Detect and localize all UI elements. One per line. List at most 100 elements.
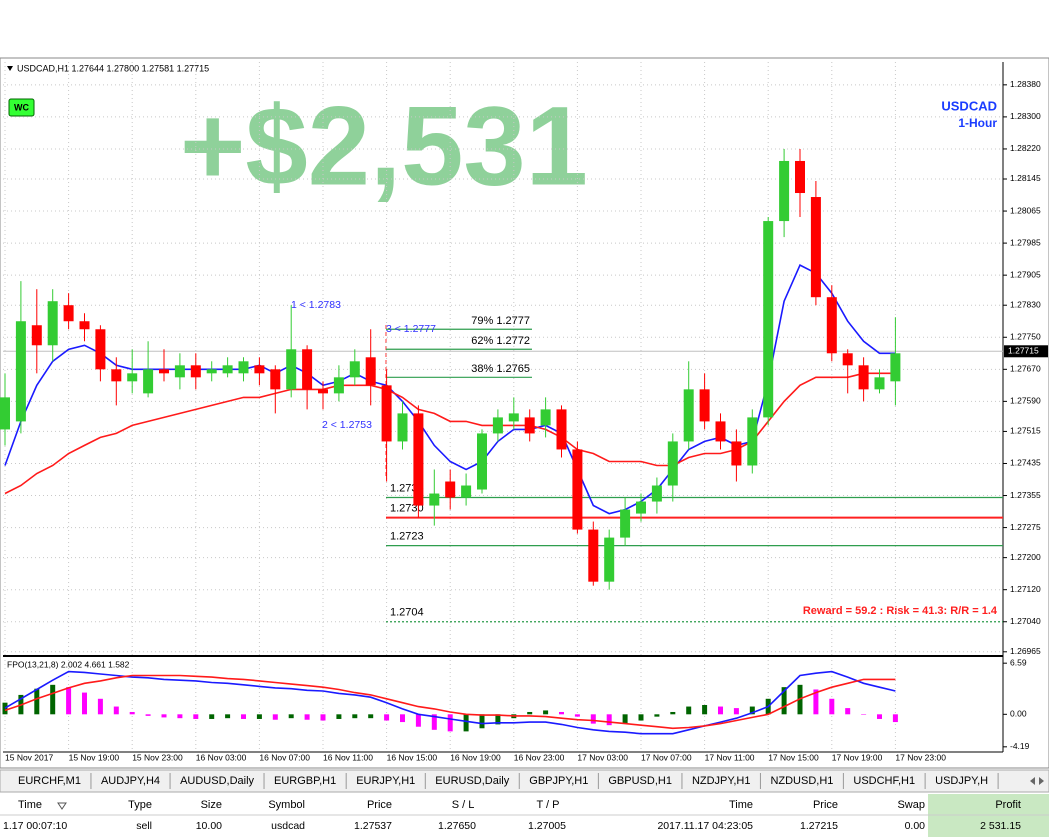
x-tick-label: 17 Nov 19:00 — [832, 752, 883, 762]
histogram-bar — [82, 692, 87, 715]
candle-body — [874, 377, 885, 390]
candle-body — [556, 409, 567, 450]
histogram-bar — [256, 714, 262, 719]
candle-body — [810, 197, 821, 298]
histogram-bar — [161, 714, 167, 718]
candle-body — [31, 325, 42, 346]
tab[interactable]: AUDJPY,H4 — [101, 775, 160, 787]
x-tick-label: 16 Nov 07:00 — [259, 752, 310, 762]
candle-body — [381, 385, 392, 442]
histogram-bar — [590, 714, 596, 724]
candle-body — [858, 365, 869, 390]
y-tick-label: 1.27435 — [1010, 458, 1041, 468]
x-tick-label: 15 Nov 2017 — [5, 752, 53, 762]
table-header: S / L — [452, 799, 475, 811]
menu-arrow[interactable] — [7, 66, 13, 71]
histogram-bar — [733, 708, 739, 715]
tab[interactable]: USDJPY,H — [935, 775, 988, 787]
y-tick-label: 0.00 — [1010, 709, 1027, 719]
tab-scroll[interactable] — [1039, 777, 1044, 785]
tab[interactable]: EURCHF,M1 — [18, 775, 81, 787]
profit-overlay: +$2,531 — [180, 84, 588, 209]
histogram-bar — [241, 714, 246, 719]
y-tick-label: 1.27750 — [1010, 332, 1041, 342]
tab-scroll[interactable] — [1030, 777, 1035, 785]
candle-body — [302, 349, 313, 390]
symbol-label: USDCAD — [941, 98, 997, 113]
histogram-bar — [415, 714, 421, 727]
candle-body — [715, 421, 726, 442]
table-cell: 2 531.15 — [980, 820, 1021, 832]
indicator-line — [4, 670, 896, 735]
candle-body — [492, 417, 503, 434]
x-tick-label: 17 Nov 11:00 — [705, 752, 755, 762]
candle-body — [111, 369, 122, 382]
x-tick-label: 16 Nov 19:00 — [450, 752, 501, 762]
candle-body — [572, 449, 583, 530]
table-header: Time — [729, 799, 753, 811]
y-tick-label: 1.27275 — [1010, 522, 1041, 532]
candle-body — [365, 357, 376, 386]
table-cell: 1.17 00:07:10 — [3, 820, 67, 832]
candle-body — [826, 297, 837, 354]
y-tick-label: 1.28065 — [1010, 205, 1041, 215]
table-cell: sell — [136, 820, 152, 832]
histogram-bar — [50, 684, 56, 715]
histogram-bar — [368, 714, 374, 719]
tab[interactable]: GBPJPY,H1 — [529, 775, 588, 787]
swing-label: 1 < 1.2783 — [291, 299, 341, 311]
candle-body — [445, 481, 456, 498]
histogram-bar — [145, 714, 151, 716]
histogram-bar — [892, 714, 898, 723]
indicator-line — [4, 264, 896, 515]
tab[interactable]: EURGBP,H1 — [274, 775, 336, 787]
tab[interactable]: GBPUSD,H1 — [608, 775, 672, 787]
histogram-bar — [225, 714, 231, 719]
tab[interactable]: NZDUSD,H1 — [770, 775, 833, 787]
chart-header: USDCAD,H1 1.27644 1.27800 1.27581 1.2771… — [17, 63, 209, 73]
y-tick-label: 1.27355 — [1010, 490, 1041, 500]
candle-body — [174, 365, 185, 378]
histogram-bar — [320, 714, 326, 721]
tab[interactable]: AUDUSD,Daily — [180, 775, 254, 787]
histogram-bar — [384, 714, 390, 721]
table-header: Type — [128, 799, 152, 811]
x-tick-label: 17 Nov 15:00 — [768, 752, 819, 762]
level-label: 1.2704 — [390, 607, 424, 619]
y-tick-label: 1.27120 — [1010, 584, 1041, 594]
timeframe-label: 1-Hour — [958, 116, 997, 130]
histogram-bar — [781, 687, 787, 715]
histogram-bar — [622, 714, 628, 724]
histogram-bar — [479, 714, 485, 729]
tab[interactable]: NZDJPY,H1 — [692, 775, 750, 787]
histogram-bar — [686, 706, 692, 715]
x-tick-label: 16 Nov 23:00 — [514, 752, 565, 762]
y-tick-label: 1.27200 — [1010, 552, 1041, 562]
fib-label: 62% 1.2772 — [471, 335, 530, 347]
candle-body — [683, 389, 694, 442]
candle-body — [636, 501, 646, 514]
candle-body — [15, 321, 26, 422]
tab[interactable]: USDCHF,H1 — [853, 775, 915, 787]
y-tick-label: 1.27670 — [1010, 364, 1041, 374]
candle-body — [254, 365, 265, 374]
table-header: Symbol — [268, 799, 305, 811]
candle-body — [588, 529, 599, 582]
candle-body — [747, 417, 758, 466]
candle-body — [651, 485, 662, 502]
candle-body — [286, 349, 297, 390]
candle-body — [524, 417, 535, 434]
histogram-bar — [352, 714, 358, 719]
swing-label: 3 < 1.2777 — [386, 323, 436, 335]
tab[interactable]: EURJPY,H1 — [356, 775, 415, 787]
candle-body — [47, 301, 58, 346]
candle-body — [349, 361, 360, 378]
indicator-line — [4, 674, 896, 730]
badge-text: WC — [14, 102, 29, 112]
sort-icon[interactable] — [57, 802, 67, 810]
tab[interactable]: EURUSD,Daily — [435, 775, 509, 787]
x-tick-label: 16 Nov 15:00 — [387, 752, 438, 762]
y-tick-label: 1.28380 — [1010, 79, 1041, 89]
x-tick-label: 16 Nov 11:00 — [323, 752, 373, 762]
table-cell: usdcad — [271, 820, 305, 832]
